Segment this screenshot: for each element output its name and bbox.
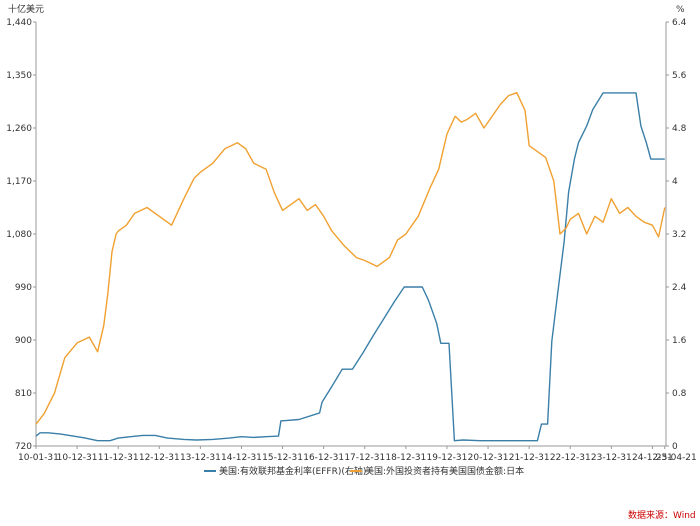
right-tick-label: 4.8: [672, 124, 687, 134]
left-tick-label: 900: [15, 336, 32, 346]
series-line-effr: [35, 92, 665, 442]
x-tick-label: 25-04-21: [656, 453, 697, 463]
x-tick-label: 24-12-31: [632, 453, 673, 463]
x-tick-label: 23-12-31: [591, 453, 632, 463]
right-tick-label: 2.4: [672, 283, 687, 293]
x-tick-label: 12-12-31: [139, 453, 180, 463]
right-axis: 0 0.8 1.6 2.4 3.2 4 4.8 5.6 6.4: [666, 18, 687, 452]
left-axis: 720 810 900 990 1,080 1,170 1,260 1,350 1,440: [6, 18, 36, 452]
left-tick-label: 1,170: [6, 177, 32, 187]
series-layer: [35, 92, 666, 442]
x-tick-label: 22-12-31: [550, 453, 591, 463]
left-axis-unit: 十亿美元: [8, 3, 44, 15]
series-line-japan-holdings: [35, 92, 666, 425]
right-tick-label: 5.6: [672, 71, 687, 81]
left-tick-label: 1,260: [6, 124, 32, 134]
legend: 美国:有效联邦基金利率(EFFR)(右轴) 美国:外国投资者持有美国国债金额:日…: [204, 465, 524, 477]
right-tick-label: 0.8: [672, 389, 687, 399]
left-tick-label: 990: [15, 283, 32, 293]
left-tick-label: 810: [15, 389, 32, 399]
right-tick-label: 4: [672, 177, 678, 187]
left-tick-label: 720: [15, 442, 32, 452]
x-tick-label: 17-12-31: [344, 453, 385, 463]
x-tick-label: 20-12-31: [468, 453, 509, 463]
x-tick-label: 19-12-31: [427, 453, 468, 463]
x-tick-label: 21-12-31: [509, 453, 550, 463]
right-axis-unit: %: [676, 5, 685, 15]
x-tick-label: 16-12-31: [303, 453, 344, 463]
left-tick-label: 1,440: [6, 18, 32, 28]
right-tick-label: 3.2: [672, 230, 686, 240]
right-tick-label: 0: [672, 442, 678, 452]
left-tick-label: 1,080: [6, 230, 32, 240]
source-note: 数据来源：Wind: [628, 509, 696, 521]
x-tick-label: 10-12-31: [57, 453, 98, 463]
x-tick-label: 18-12-31: [385, 453, 426, 463]
legend-label-japan: 美国:外国投资者持有美国国债金额:日本: [365, 465, 524, 477]
legend-label-effr: 美国:有效联邦基金利率(EFFR)(右轴): [219, 465, 366, 477]
x-tick-label: 11-12-31: [98, 453, 139, 463]
x-tick-label: 14-12-31: [221, 453, 262, 463]
x-tick-label: 10-01-31: [18, 453, 59, 463]
x-tick-label: 15-12-31: [262, 453, 303, 463]
left-tick-label: 1,350: [6, 71, 32, 81]
right-tick-label: 1.6: [672, 336, 687, 346]
x-tick-label: 13-12-31: [180, 453, 221, 463]
right-tick-label: 6.4: [672, 18, 687, 28]
